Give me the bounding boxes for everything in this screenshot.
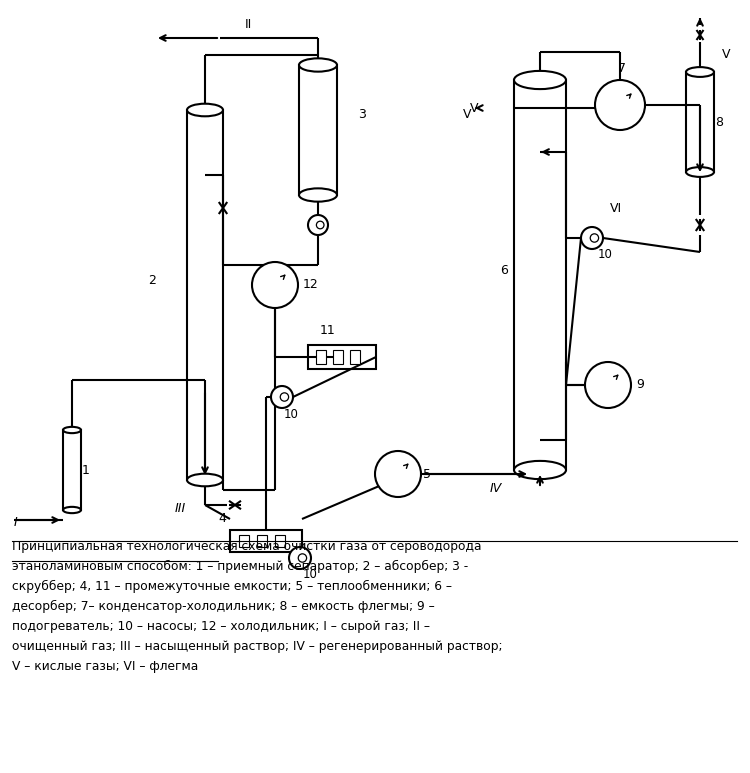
Text: I: I — [14, 516, 18, 529]
Text: Принципиальная технологическая схема очистки газа от сероводорода: Принципиальная технологическая схема очи… — [12, 540, 482, 553]
Circle shape — [271, 386, 293, 408]
Ellipse shape — [299, 189, 337, 202]
Circle shape — [298, 553, 307, 562]
Text: десорбер; 7– конденсатор-холодильник; 8 – емкость флегмы; 9 –: десорбер; 7– конденсатор-холодильник; 8 … — [12, 600, 435, 613]
Bar — [350, 350, 360, 363]
Bar — [514, 80, 566, 470]
Circle shape — [375, 451, 421, 497]
Bar — [686, 72, 714, 172]
Circle shape — [289, 547, 311, 569]
Text: 7: 7 — [618, 62, 626, 74]
Text: 8: 8 — [715, 115, 723, 128]
Circle shape — [595, 80, 645, 130]
Text: 9: 9 — [636, 379, 644, 391]
Text: V: V — [463, 108, 472, 121]
Text: II: II — [245, 19, 252, 32]
Text: 10: 10 — [598, 247, 613, 261]
Bar — [63, 430, 81, 510]
Text: V – кислые газы; VI – флегма: V – кислые газы; VI – флегма — [12, 660, 198, 673]
Ellipse shape — [514, 71, 566, 89]
Text: 10: 10 — [303, 568, 318, 581]
Text: 4: 4 — [218, 512, 226, 526]
Text: 6: 6 — [500, 264, 508, 277]
Circle shape — [308, 215, 328, 235]
Text: III: III — [175, 502, 186, 515]
Text: этаноламиновым способом: 1 – приемный сепаратор; 2 – абсорбер; 3 -: этаноламиновым способом: 1 – приемный се… — [12, 560, 468, 573]
Ellipse shape — [187, 474, 223, 486]
Text: 10: 10 — [284, 408, 298, 421]
Ellipse shape — [63, 427, 81, 433]
Text: скруббер; 4, 11 – промежуточные емкости; 5 – теплообменники; 6 –: скруббер; 4, 11 – промежуточные емкости;… — [12, 580, 452, 593]
Text: подогреватель; 10 – насосы; 12 – холодильник; I – сырой газ; II –: подогреватель; 10 – насосы; 12 – холодил… — [12, 620, 430, 633]
Ellipse shape — [187, 104, 223, 116]
Ellipse shape — [686, 167, 714, 177]
Circle shape — [581, 227, 603, 249]
Ellipse shape — [514, 461, 566, 479]
Text: 2: 2 — [148, 274, 156, 287]
Text: 5: 5 — [423, 468, 431, 481]
Bar — [274, 535, 285, 547]
Text: 1: 1 — [82, 464, 90, 476]
Bar — [316, 350, 326, 363]
Text: V: V — [722, 49, 730, 62]
Text: 11: 11 — [320, 323, 336, 336]
Text: 12: 12 — [303, 278, 319, 291]
Bar — [230, 530, 302, 552]
Bar — [299, 65, 337, 195]
Circle shape — [280, 393, 289, 401]
Text: очищенный газ; III – насыщенный раствор; IV – регенерированный раствор;: очищенный газ; III – насыщенный раствор;… — [12, 640, 502, 653]
Bar — [238, 535, 249, 547]
Circle shape — [252, 262, 298, 308]
Bar — [187, 110, 223, 480]
Bar — [333, 350, 343, 363]
Bar — [308, 345, 376, 369]
Ellipse shape — [299, 58, 337, 72]
Text: VI: VI — [610, 202, 622, 214]
Text: IV: IV — [490, 482, 502, 495]
Ellipse shape — [63, 507, 81, 513]
Text: 3: 3 — [358, 108, 366, 121]
Circle shape — [316, 221, 324, 229]
Circle shape — [585, 362, 631, 408]
Circle shape — [590, 233, 598, 242]
Bar — [256, 535, 267, 547]
Text: V: V — [470, 101, 478, 114]
Ellipse shape — [686, 67, 714, 77]
